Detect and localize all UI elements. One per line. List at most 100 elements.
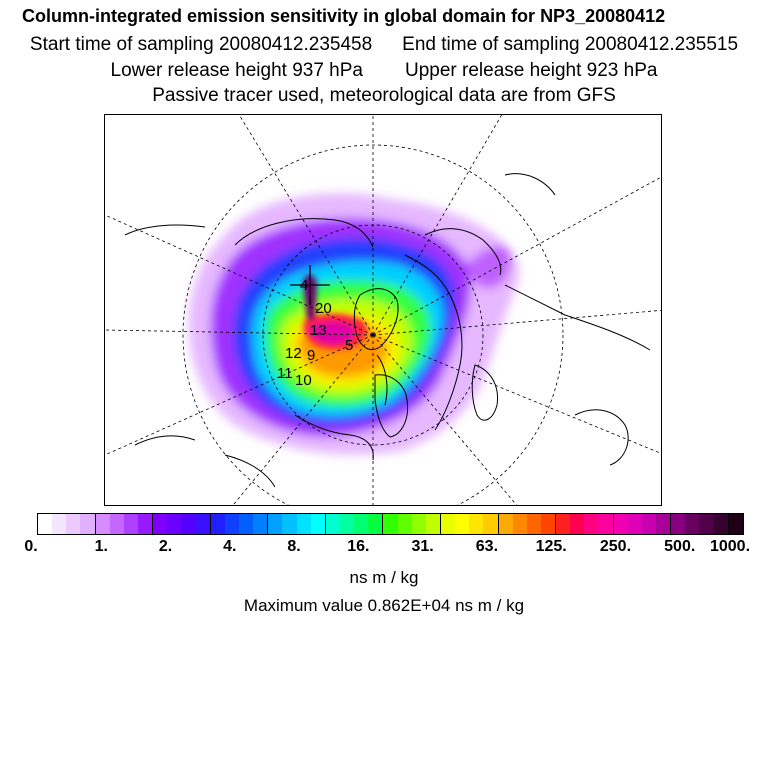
colorbar-tick-label: 0.	[24, 538, 38, 555]
meridian-line	[105, 334, 374, 456]
colorbar-tick-label: 250.	[599, 538, 632, 555]
colorbar-tick-label: 16.	[347, 538, 370, 555]
coastline-asia	[124, 224, 206, 236]
colorbar-swatch	[439, 514, 456, 534]
colorbar-swatch	[224, 514, 239, 534]
colorbar-swatch	[94, 514, 110, 534]
colorbar-tick-label: 63.	[475, 538, 499, 555]
colorbar-swatch	[282, 514, 297, 534]
sensitivity-map: 4 20 13 12 9 11 10 5	[104, 114, 662, 506]
coastline-mediterranean	[134, 435, 196, 446]
colorbar-swatch	[627, 514, 642, 534]
colorbar-swatch	[641, 514, 657, 534]
colorbar-swatch	[584, 514, 599, 534]
release-marker	[290, 265, 330, 305]
colorbar-swatch	[483, 514, 498, 534]
coastline-canada	[404, 254, 463, 431]
colorbar-swatch	[512, 514, 527, 534]
colorbar-swatch	[324, 514, 340, 534]
point-label: 10	[295, 372, 312, 389]
colorbar-tick-label: 1.	[94, 538, 108, 555]
tracer-note: Passive tracer used, meteorological data…	[152, 85, 616, 106]
colorbar-swatch	[66, 514, 81, 534]
point-label: 5	[345, 337, 353, 354]
lower-release-label: Lower release height 937 hPa	[110, 60, 363, 81]
start-time-label: Start time of sampling 20080412.235458	[29, 34, 373, 55]
meridian-line	[372, 309, 661, 336]
colorbar-swatch	[152, 514, 168, 534]
colorbar-swatch	[80, 514, 95, 534]
colorbar-swatch	[555, 514, 571, 534]
latitude-circle-30	[182, 144, 564, 505]
colorbar-swatch	[137, 514, 153, 534]
colorbar-swatch	[123, 514, 138, 534]
colorbar-tick-label: 31.	[411, 538, 434, 555]
colorbar-swatch	[670, 514, 686, 534]
colorbar-swatch	[209, 514, 225, 534]
coastline-hudson-bay	[471, 364, 499, 421]
colorbar-swatch	[167, 514, 182, 534]
unit-label: ns m / kg	[349, 568, 419, 587]
colorbar-tick-label: 500.	[664, 538, 696, 555]
colorbar-swatch	[38, 514, 53, 534]
colorbar-swatch	[425, 514, 440, 534]
meridian-line	[232, 334, 374, 505]
colorbar-swatch	[727, 514, 743, 534]
colorbar-swatch	[469, 514, 484, 534]
coastline-pacific-islands	[504, 173, 556, 196]
point-label: 13	[310, 322, 327, 339]
colorbar-swatch	[195, 514, 210, 534]
colorbar-swatch	[296, 514, 311, 534]
meridian-line	[372, 115, 503, 336]
colorbar-tick-label: 2.	[158, 538, 173, 555]
coastlines	[124, 173, 651, 488]
point-label: 20	[315, 300, 332, 317]
coastline-arabia	[224, 454, 276, 488]
colorbar-swatch	[354, 514, 369, 534]
colorbar-swatch	[109, 514, 124, 534]
coastline-europe	[294, 414, 374, 461]
sensitivity-field	[188, 193, 519, 455]
colorbar-swatch	[526, 514, 541, 534]
colorbar-swatch	[612, 514, 628, 534]
colorbar-swatch	[497, 514, 513, 534]
meridian-line	[372, 176, 661, 336]
colorbar-tick-label: 8.	[287, 538, 301, 555]
meridian-line	[238, 115, 374, 336]
field-level-purple-east	[465, 245, 512, 289]
colorbar-swatch	[699, 514, 714, 534]
max-value-label: Maximum value 0.862E+04 ns m / kg	[243, 596, 525, 615]
release-heights: Lower release height 937 hPa Upper releas…	[0, 60, 768, 82]
colorbar-swatch	[713, 514, 728, 534]
colorbar-swatch	[339, 514, 355, 534]
colorbar-swatch	[397, 514, 412, 534]
map-svg: 4 20 13 12 9 11 10 5	[105, 115, 661, 505]
trajectory-labels: 4 20 13 12 9 11 10 5	[277, 277, 353, 389]
colorbar-swatch	[52, 514, 67, 534]
colorbar-swatch	[181, 514, 196, 534]
meridian-line	[105, 214, 374, 336]
point-label: 12	[285, 345, 302, 362]
colorbar-swatch	[455, 514, 470, 534]
meridian-line	[372, 334, 661, 454]
coastline-greenland	[353, 288, 399, 350]
colorbar-swatch	[382, 514, 398, 534]
coastline-hudson	[376, 354, 388, 406]
colorbar-tick-label: 1000.	[709, 538, 751, 555]
coastline-alaska	[424, 228, 502, 276]
colorbar-swatch	[540, 514, 556, 534]
coastline-north-america	[504, 284, 651, 351]
colorbar-swatch	[656, 514, 671, 534]
field-level-magenta	[309, 321, 355, 344]
point-label: 9	[307, 347, 315, 364]
sampling-times: Start time of sampling 20080412.235458 En…	[0, 34, 768, 56]
coastline-gulf	[574, 409, 629, 466]
coastline-scandinavia	[374, 374, 409, 438]
colorbar-swatch	[310, 514, 325, 534]
coastline-siberia	[234, 218, 374, 248]
point-label: 11	[277, 365, 293, 382]
colorbar	[37, 513, 744, 535]
colorbar-swatch	[368, 514, 383, 534]
colorbar-swatch	[253, 514, 268, 534]
plot-title: Column-integrated emission sensitivity i…	[22, 6, 666, 26]
